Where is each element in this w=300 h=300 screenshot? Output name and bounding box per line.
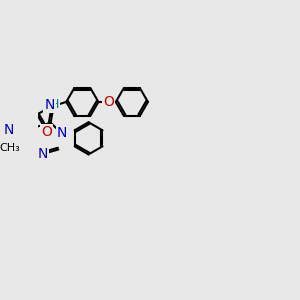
Text: N: N [57, 126, 68, 140]
Text: N: N [44, 98, 55, 112]
Text: O: O [103, 95, 114, 109]
Text: N: N [38, 147, 48, 161]
Text: O: O [41, 125, 52, 139]
Text: H: H [50, 98, 59, 111]
Text: N: N [4, 123, 14, 137]
Text: O: O [48, 97, 59, 111]
Text: CH₃: CH₃ [0, 143, 20, 153]
